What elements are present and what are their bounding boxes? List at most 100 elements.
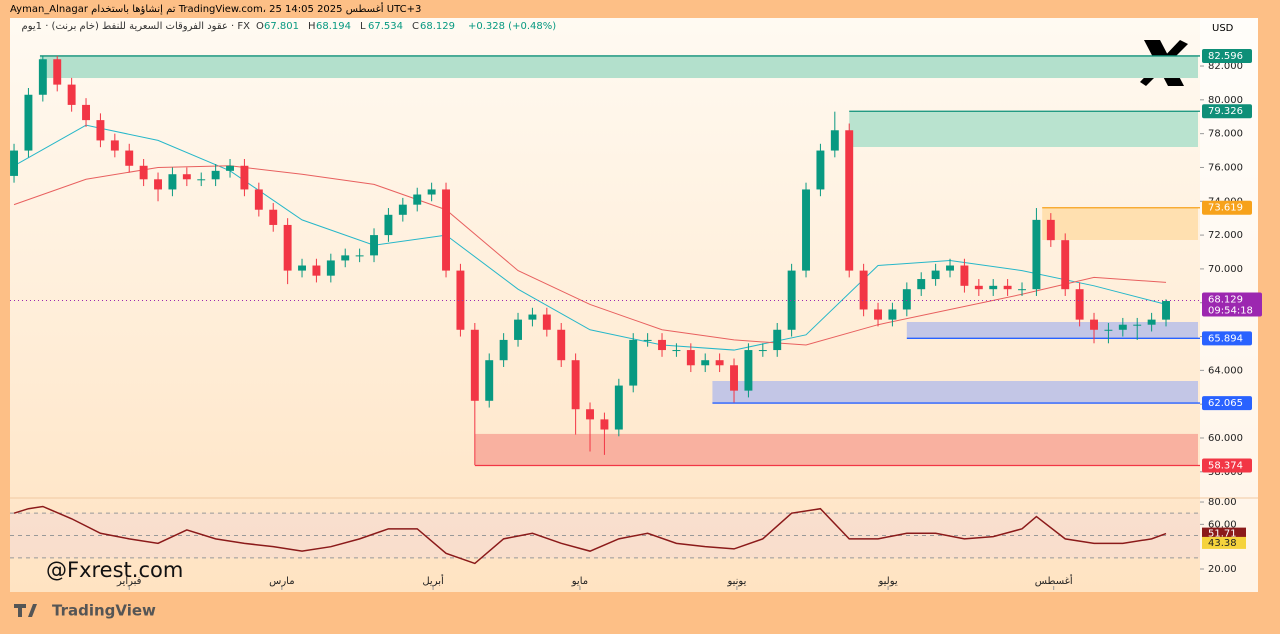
ohlc-key: L <box>360 21 366 32</box>
candle-body <box>1032 219 1041 290</box>
y-tick-label: 78.000 <box>1208 129 1243 140</box>
candle-body <box>1075 289 1084 320</box>
candle-body <box>946 265 954 271</box>
candle-body <box>542 314 551 330</box>
candle-body <box>384 214 393 236</box>
y-tick-label: 76.000 <box>1208 162 1243 173</box>
price-label-bg <box>1202 48 1252 63</box>
candle-body <box>427 189 436 195</box>
candle-body <box>341 255 350 261</box>
candle-body <box>96 120 105 141</box>
rsi-tick-label: 60.00 <box>1208 519 1237 530</box>
candle-body <box>586 409 594 420</box>
ohlc-value: 68.194 <box>316 21 351 32</box>
candle-body <box>802 189 810 271</box>
candle-body <box>1133 324 1142 326</box>
x-tick-label: أغسطس <box>1035 574 1073 587</box>
candle-body <box>1046 219 1055 241</box>
header: Ayman_Alnagar تم إنشاؤها باستخدام Tradin… <box>10 2 421 15</box>
rsi-tick-label: 20.00 <box>1208 564 1237 575</box>
last-price-label: 68.129 <box>1208 295 1243 306</box>
candle-body <box>989 285 998 290</box>
candle-body <box>672 350 681 352</box>
candle-body <box>125 150 134 166</box>
ohlc-key: O <box>256 21 264 32</box>
candle-body <box>326 260 335 276</box>
x-tick-label: مايو <box>571 576 588 587</box>
rsi-tick-label: 80.00 <box>1208 497 1237 508</box>
price-label: 73.619 <box>1208 203 1243 214</box>
candle-body <box>787 270 796 330</box>
candle-body <box>38 59 47 95</box>
ohlc-value: 68.129 <box>420 21 455 32</box>
rsi-line <box>13 505 1167 565</box>
x-tick-label: يوليو <box>878 576 898 587</box>
candle-body <box>211 170 220 180</box>
zone <box>474 433 1198 466</box>
ohlc-key: C <box>412 21 419 32</box>
candle-body <box>53 59 62 85</box>
candle-body <box>643 339 652 341</box>
watermark: @Fxrest.com <box>46 558 183 582</box>
candle-body <box>470 329 479 401</box>
y-tick-label: 82.000 <box>1208 61 1243 72</box>
candle-body <box>182 174 191 180</box>
change: +0.328 (+0.48%) <box>468 21 556 32</box>
candle-body <box>24 94 33 151</box>
candle-body <box>701 360 710 366</box>
legend: عقود الفروقات السعرية للنفط (خام برنت) ·… <box>22 21 557 32</box>
candle-body <box>931 270 940 280</box>
countdown: 09:54:18 <box>1208 306 1253 317</box>
candle-body <box>10 150 18 176</box>
candle-body <box>1147 319 1156 325</box>
price-label-bg <box>1202 331 1252 346</box>
x-tick-label: فبراير <box>116 576 142 587</box>
candle-body <box>1018 289 1026 291</box>
price-label: 58.374 <box>1208 460 1243 471</box>
rsi-label-bg <box>1202 527 1246 540</box>
candle-body <box>110 140 119 151</box>
candle-body <box>874 309 882 320</box>
candle-body <box>485 360 494 401</box>
candle-body <box>154 179 162 190</box>
moving-average <box>13 165 1167 346</box>
ohlc-value: 67.534 <box>368 21 403 32</box>
symbol: عقود الفروقات السعرية للنفط (خام برنت) ·… <box>22 21 251 32</box>
candle-body <box>902 289 911 310</box>
candle-body <box>298 265 306 271</box>
y-tick-label: 64.000 <box>1208 365 1243 376</box>
candle-body <box>571 360 580 410</box>
candle-body <box>1061 240 1070 290</box>
y-tick-label: 72.000 <box>1208 230 1243 241</box>
y-tick-label: 80.000 <box>1208 95 1243 106</box>
candle-body <box>917 279 926 290</box>
ohlc-value: 67.801 <box>264 21 299 32</box>
candle-body <box>197 179 206 181</box>
zone <box>39 55 1199 79</box>
y-tick-label: 60.000 <box>1208 433 1243 444</box>
brand-logo: TradingView <box>14 602 156 620</box>
candle-body <box>1162 301 1170 320</box>
ohlc-key: H <box>308 21 316 32</box>
candle-body <box>888 309 897 320</box>
candle-body <box>614 385 623 430</box>
candle-body <box>413 194 422 205</box>
currency: USD <box>1212 23 1234 34</box>
x-tick-label: يونيو <box>726 576 746 587</box>
candle-body <box>442 189 450 271</box>
candle-body <box>758 350 767 352</box>
zone <box>1042 207 1198 240</box>
price-label: 62.065 <box>1208 398 1243 409</box>
price-label-bg <box>1202 458 1252 473</box>
brand: TradingView <box>52 602 156 620</box>
candle-body <box>168 174 177 190</box>
candle-body <box>226 165 234 171</box>
x-tick-label: أبريل <box>422 574 444 587</box>
candle-body <box>658 339 666 351</box>
candle-body <box>830 130 839 151</box>
candle-body <box>283 224 292 271</box>
candle-body <box>744 350 753 391</box>
x-tick-label: مارس <box>269 576 294 587</box>
candle-body <box>514 319 522 340</box>
